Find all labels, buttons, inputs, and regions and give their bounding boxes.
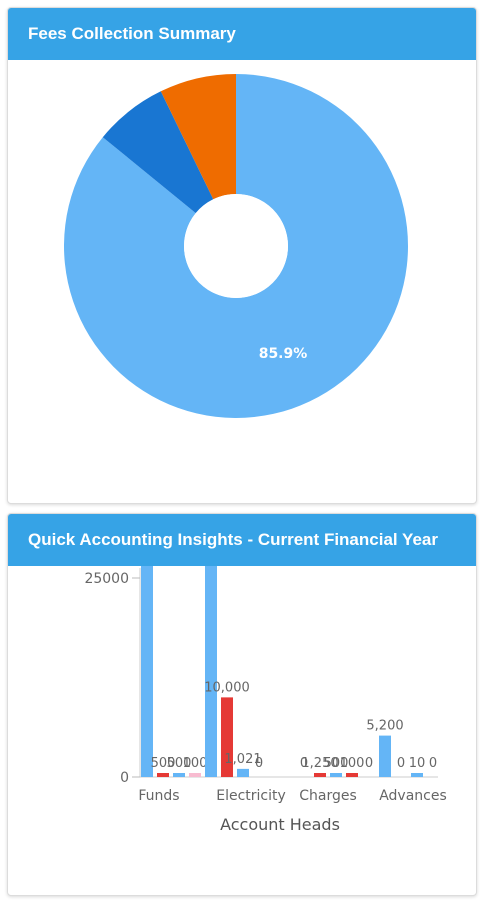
bar-data-label: 0 (429, 756, 437, 771)
bar-data-label: 0 (397, 756, 405, 771)
bar-data-label: 500 (324, 756, 349, 771)
x-tick-label: Funds (138, 788, 179, 804)
bar-data-label: 0 (365, 756, 373, 771)
bar (141, 560, 153, 777)
bar-data-label: 5,200 (366, 719, 403, 734)
fees-donut-chart: 85.9%PendingCollectedTo Account (63, 74, 408, 418)
pie-slice (102, 91, 214, 214)
bar-data-label: 100 (183, 756, 208, 771)
x-tick-label: Advances (379, 788, 447, 804)
x-axis-title: Account Heads (220, 815, 340, 834)
accounting-insights-card: Quick Accounting Insights - Current Fina… (7, 513, 477, 896)
card-title: Fees Collection Summary (8, 8, 476, 60)
bar (346, 773, 358, 777)
bar (379, 735, 391, 777)
bar-data-label: 500 (167, 756, 192, 771)
bar-data-label: 1,021 (224, 752, 261, 767)
card-title: Quick Accounting Insights - Current Fina… (8, 514, 476, 566)
donut-hole (184, 194, 288, 298)
pie-slice (160, 74, 236, 200)
bar (173, 773, 185, 777)
bar-data-label: 100 (340, 756, 365, 771)
bar-data-label: 1,250 (301, 756, 338, 771)
bar (205, 560, 217, 777)
bar (157, 773, 169, 777)
bar-data-label: 500 (151, 756, 176, 771)
y-tick-label: 0 (120, 770, 129, 786)
bar (411, 773, 423, 777)
bar (189, 773, 201, 777)
x-tick-label: Electricity (216, 788, 286, 804)
pie-slice (63, 74, 408, 418)
bar-data-label: 10 (409, 756, 426, 771)
x-tick-label: Charges (299, 788, 357, 804)
bar-data-label: 10,000 (204, 680, 250, 695)
bar-data-label: 0 (300, 756, 308, 771)
fees-collection-card: Fees Collection Summary 85.9%PendingColl… (7, 7, 477, 504)
y-tick-label: 25000 (84, 571, 129, 587)
bar (330, 773, 342, 777)
bar (221, 697, 233, 777)
bar-data-label: 0 (255, 756, 263, 771)
bar (314, 773, 326, 777)
data-label: 85.9% (259, 346, 308, 362)
bar (237, 768, 249, 777)
